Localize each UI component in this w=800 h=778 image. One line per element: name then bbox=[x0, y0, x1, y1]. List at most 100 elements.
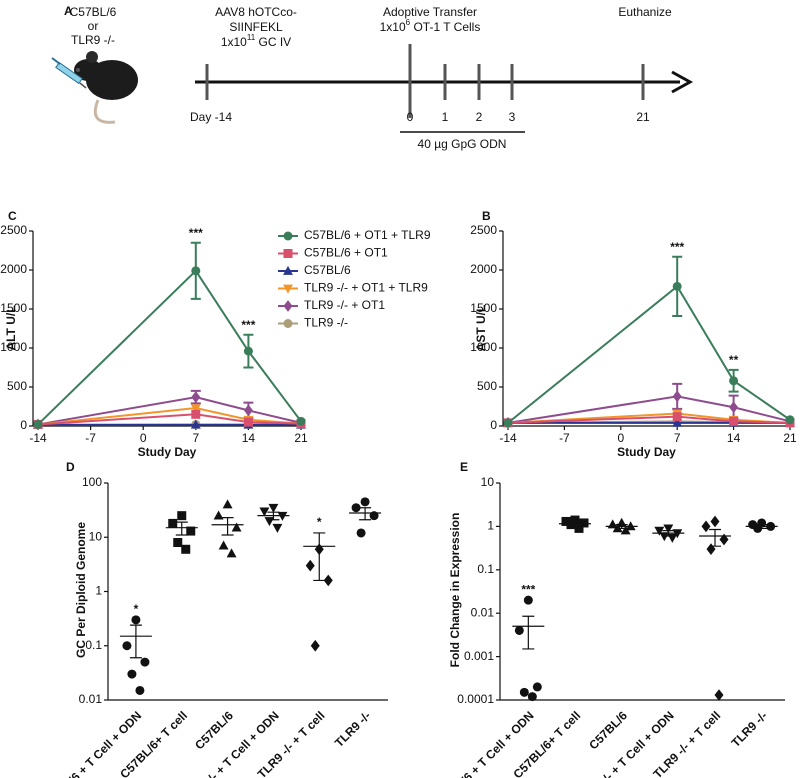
vector-label: SIINFEKL bbox=[229, 20, 283, 34]
marker bbox=[514, 625, 524, 635]
legend-label: C57BL/6 + OT1 bbox=[304, 246, 388, 260]
day-label: 0 bbox=[407, 110, 414, 124]
marker bbox=[296, 416, 306, 426]
legend-label: C57BL/6 bbox=[304, 263, 351, 277]
panel-letter: B bbox=[482, 209, 491, 223]
y-tick-label: 1000 bbox=[470, 340, 497, 354]
marker bbox=[351, 503, 361, 513]
x-tick-label: 21 bbox=[783, 431, 797, 445]
y-tick-label: 1 bbox=[487, 519, 494, 533]
marker bbox=[620, 525, 631, 535]
marker bbox=[191, 266, 201, 276]
y-tick-label: 1000 bbox=[0, 340, 27, 354]
x-tick-label: -14 bbox=[29, 431, 47, 445]
marker bbox=[283, 300, 293, 312]
marker bbox=[729, 376, 739, 386]
y-axis-label: Fold Change in Expression bbox=[448, 513, 462, 668]
marker bbox=[243, 346, 253, 356]
x-tick-label: 14 bbox=[242, 431, 256, 445]
y-tick-label: 10 bbox=[481, 475, 495, 489]
y-tick-label: 0 bbox=[490, 418, 497, 432]
sem-bar bbox=[569, 521, 581, 527]
legend-label: TLR9 -/- bbox=[304, 316, 348, 330]
marker bbox=[659, 532, 670, 542]
y-tick-label: 2000 bbox=[0, 262, 27, 276]
marker bbox=[785, 415, 795, 425]
marker bbox=[654, 526, 665, 536]
significance: *** bbox=[670, 240, 684, 254]
marker bbox=[243, 417, 253, 427]
day-label: 3 bbox=[509, 110, 516, 124]
marker bbox=[503, 418, 513, 428]
x-tick-label: C57BL/6 bbox=[586, 708, 630, 752]
strain-label: C57BL/6 bbox=[70, 5, 117, 19]
marker bbox=[218, 540, 229, 550]
marker bbox=[672, 281, 682, 291]
sem-bar bbox=[359, 507, 372, 521]
significance: * bbox=[134, 602, 139, 616]
marker bbox=[226, 548, 237, 558]
marker bbox=[729, 401, 739, 414]
marker bbox=[714, 689, 724, 701]
marker bbox=[706, 543, 716, 555]
marker bbox=[672, 417, 683, 427]
marker bbox=[672, 529, 683, 539]
marker bbox=[574, 523, 584, 533]
x-tick-label: -14 bbox=[499, 431, 517, 445]
marker bbox=[283, 319, 293, 328]
dose-exponent: 6 bbox=[406, 18, 411, 27]
y-tick-label: 500 bbox=[477, 379, 497, 393]
series-line bbox=[507, 395, 791, 424]
marker bbox=[190, 404, 201, 414]
marker bbox=[190, 419, 201, 429]
sem-bar bbox=[267, 511, 280, 521]
marker bbox=[625, 521, 636, 531]
marker bbox=[719, 533, 729, 546]
y-tick-label: 0.1 bbox=[85, 638, 102, 652]
marker bbox=[283, 249, 293, 258]
panel-letter: C bbox=[8, 209, 17, 223]
series-line bbox=[37, 407, 302, 426]
marker bbox=[191, 409, 201, 419]
marker bbox=[305, 559, 315, 572]
y-tick-label: 1500 bbox=[0, 301, 27, 315]
y-axis-label: GC Per Diploid Genome bbox=[74, 522, 88, 658]
marker bbox=[523, 595, 533, 605]
marker bbox=[272, 523, 283, 533]
transfer-dose: 1x106 OT-1 T Cells bbox=[380, 18, 481, 34]
sem-bar bbox=[175, 521, 188, 536]
y-axis-label: AST U/L bbox=[474, 305, 488, 352]
significance: *** bbox=[521, 582, 535, 596]
x-tick-label: 21 bbox=[294, 431, 308, 445]
day-label: 2 bbox=[476, 110, 483, 124]
dose-exponent: 11 bbox=[247, 33, 256, 42]
vector-label: AAV8 hOTCco- bbox=[215, 5, 297, 19]
y-tick-label: 0.0001 bbox=[457, 692, 494, 706]
y-tick-label: 500 bbox=[7, 379, 27, 393]
marker bbox=[356, 528, 366, 538]
panel-letter: A bbox=[64, 4, 73, 18]
panel-letter: E bbox=[460, 460, 468, 474]
day-label: 21 bbox=[636, 110, 650, 124]
y-tick-label: 2000 bbox=[470, 262, 497, 276]
marker bbox=[127, 669, 137, 679]
marker bbox=[243, 404, 253, 417]
x-tick-label: 7 bbox=[674, 431, 681, 445]
marker bbox=[268, 503, 279, 513]
significance: *** bbox=[189, 226, 203, 240]
marker bbox=[168, 518, 178, 528]
marker bbox=[566, 520, 576, 530]
sem-bar bbox=[522, 615, 535, 650]
x-tick-label: 0 bbox=[617, 431, 624, 445]
vector-dose: 1x1011 GC IV bbox=[221, 33, 291, 49]
transfer-label: Adoptive Transfer bbox=[383, 5, 477, 19]
marker bbox=[140, 657, 150, 667]
day-label: 1 bbox=[442, 110, 449, 124]
sem-bar bbox=[129, 624, 142, 659]
marker bbox=[532, 682, 542, 692]
odn-label: 40 µg GpG ODN bbox=[418, 137, 507, 151]
dose-text: OT-1 T Cells bbox=[410, 20, 480, 34]
x-axis-label: Study Day bbox=[617, 445, 676, 459]
x-tick-label: -7 bbox=[85, 431, 96, 445]
